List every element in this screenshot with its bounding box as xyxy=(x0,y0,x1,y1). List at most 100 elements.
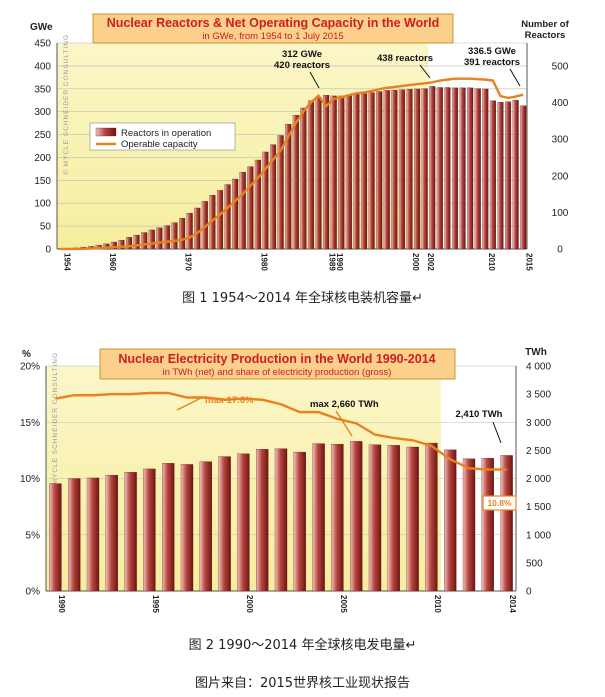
y-tick-left: 450 xyxy=(34,39,51,50)
reactor-bar xyxy=(429,86,436,250)
annotation-max-twh: max 2,660 TWh xyxy=(310,399,379,410)
reactor-capacity-chart: 0 50 100 150 200 250 300 350 400 450 0 100 200 300 400… xyxy=(30,13,570,271)
reactor-bar xyxy=(292,115,299,250)
production-bar xyxy=(387,445,400,592)
reactor-bar xyxy=(406,89,413,250)
reactor-bar xyxy=(285,123,292,250)
reactor-bar xyxy=(148,229,155,250)
production-bar xyxy=(237,453,250,592)
y-tick-left: 200 xyxy=(34,153,51,164)
y-tick-left: 0 xyxy=(45,245,51,256)
production-bar xyxy=(293,451,306,592)
watermark: © MYCLE SCHNEIDER CONSULTING xyxy=(51,352,59,493)
reactor-bar xyxy=(436,87,443,250)
reactor-bar xyxy=(216,190,224,250)
electricity-production-chart: 0% 5% 10% 15% 20% 0 500 1 000 1 500 2 000 2 500 3 0… xyxy=(20,347,551,613)
y-tick-left: 250 xyxy=(34,130,51,141)
production-bar xyxy=(462,458,476,592)
x-tick-label: 2000 xyxy=(245,595,254,613)
production-bar xyxy=(481,458,494,592)
y-tick-right: 100 xyxy=(552,208,569,219)
reactor-bar xyxy=(194,207,201,250)
annotation-2014-share: 10.8% xyxy=(487,498,512,508)
y-tick-right: 3 500 xyxy=(526,390,551,401)
y-tick-left: 50 xyxy=(40,222,52,233)
annotation-arrow-2002 xyxy=(419,64,431,79)
title-box xyxy=(92,13,454,44)
reactor-bar xyxy=(414,88,421,250)
y-tick-right: 0 xyxy=(557,245,563,256)
reactor-bar xyxy=(323,95,330,250)
reactor-bar xyxy=(254,159,261,250)
production-bar xyxy=(406,446,419,592)
production-bar xyxy=(49,483,62,592)
y-tick-left: 5% xyxy=(26,530,41,541)
reactor-bar xyxy=(171,222,178,250)
production-bar xyxy=(124,472,137,592)
x-tick-label: 1989 xyxy=(328,253,337,271)
production-bar xyxy=(86,477,100,592)
production-bar xyxy=(500,455,513,592)
production-bar xyxy=(256,449,269,592)
reactor-bar xyxy=(133,234,140,250)
annotation-2014-twh: 2,410 TWh xyxy=(456,409,503,420)
y-tick-left: 20% xyxy=(20,362,40,373)
reactor-bar xyxy=(186,212,193,250)
reactor-bar xyxy=(118,240,125,250)
share-line xyxy=(55,391,507,471)
y-tick-right: 4 000 xyxy=(526,362,551,373)
chart-title: Nuclear Electricity Production in the Wo… xyxy=(118,352,435,366)
y-tick-left: 150 xyxy=(34,176,51,187)
y-tick-left: 350 xyxy=(34,84,51,95)
chart-subtitle: in GWe, from 1954 to 1 July 2015 xyxy=(202,31,343,42)
source-note: 图片来自：2015世界核工业现状报告 xyxy=(194,676,411,691)
x-tick-label: 2010 xyxy=(433,595,442,613)
reactor-bar xyxy=(421,88,428,250)
production-bar xyxy=(368,444,382,592)
production-bar xyxy=(218,456,231,592)
x-tick-label: 2014 xyxy=(508,595,517,613)
reactor-bar xyxy=(338,95,345,250)
y-tick-right: 500 xyxy=(526,558,543,569)
reactor-bar xyxy=(512,100,519,250)
production-bar xyxy=(444,449,457,592)
figure2-caption: 图 2 1990～2014 年全球核电发电量↵ xyxy=(188,638,417,653)
reactor-bar xyxy=(398,89,405,250)
capacity-line xyxy=(60,77,524,251)
y-tick-right: 200 xyxy=(552,171,569,182)
reactor-bar xyxy=(489,100,496,250)
reactor-bar xyxy=(459,87,466,250)
x-tick-label: 1960 xyxy=(108,253,117,271)
production-bar xyxy=(199,461,212,592)
reactor-bar xyxy=(315,97,322,250)
chart-title: Nuclear Reactors & Net Operating Capacit… xyxy=(107,16,439,30)
legend-swatch-reactors xyxy=(95,127,117,137)
y-tick-right: 1 500 xyxy=(526,502,551,513)
annotation-share-box xyxy=(482,495,517,511)
title-box xyxy=(99,348,456,380)
x-tick-label: 1980 xyxy=(259,253,268,271)
reactor-bar xyxy=(141,232,148,250)
production-bar xyxy=(425,442,438,592)
reactor-bar xyxy=(383,90,390,250)
reactor-bar xyxy=(163,225,170,250)
annotation-2015-reactors: 391 reactors xyxy=(464,57,520,68)
y-tick-right: 500 xyxy=(552,61,569,72)
x-tick-label: 2000 xyxy=(411,253,420,271)
reactor-bar xyxy=(451,87,459,250)
x-tick-label: 2015 xyxy=(525,253,534,271)
reactor-bar xyxy=(345,94,352,250)
x-tick-label: 2002 xyxy=(426,253,435,271)
annotation-peak-reactors: 420 reactors xyxy=(274,60,330,71)
legend-label-reactors: Reactors in operation xyxy=(121,128,211,139)
production-bar xyxy=(180,464,194,592)
reactor-bar xyxy=(110,241,117,250)
x-tick-label: 1995 xyxy=(151,595,160,613)
annotation-max-share: max 17.6% xyxy=(205,395,254,406)
annotation-arrow-2015 xyxy=(509,68,521,87)
production-bar xyxy=(350,441,363,592)
reactor-bar xyxy=(505,101,512,250)
y-axis-left-title: % xyxy=(22,349,31,360)
reactor-bar xyxy=(353,93,360,250)
reactor-bar xyxy=(376,91,383,250)
